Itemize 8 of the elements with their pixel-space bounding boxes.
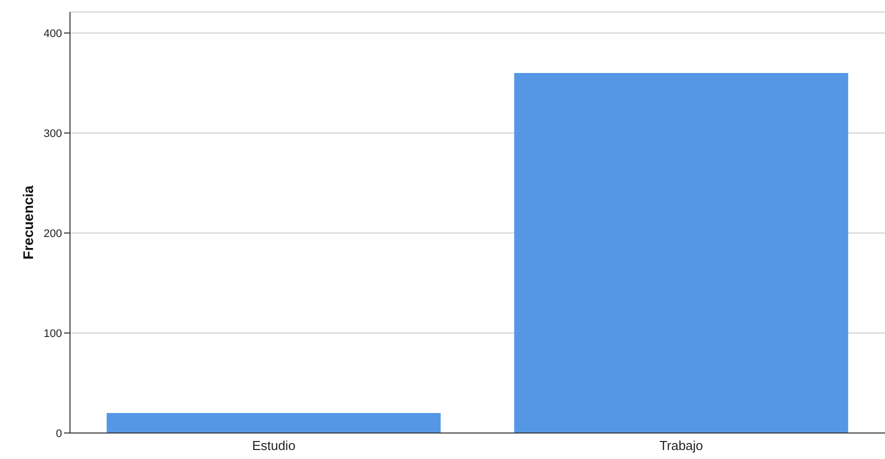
y-tick-label: 300 [44,128,62,140]
x-tick-label: Estudio [252,438,296,454]
y-tick-label: 400 [44,28,62,40]
y-tick-label: 200 [44,228,62,240]
x-tick-label: Trabajo [659,438,704,454]
y-axis-title: Frecuencia [20,185,36,260]
y-tick-label: 0 [56,428,62,440]
y-tick-label: 100 [44,328,62,340]
